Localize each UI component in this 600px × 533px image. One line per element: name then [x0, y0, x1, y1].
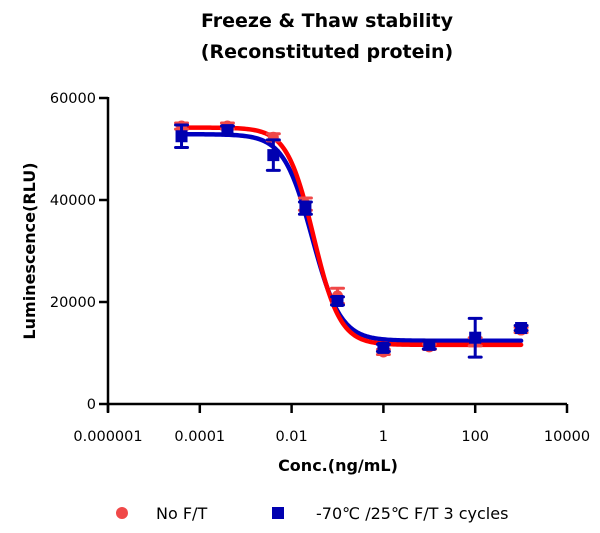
legend-label-no-ft: No F/T [156, 504, 207, 523]
y-tick-label: 40000 [50, 193, 96, 209]
data-point [221, 124, 234, 137]
x-axis-label: Conc.(ng/mL) [278, 456, 398, 475]
chart-title-line-2: (Reconstituted protein) [201, 41, 453, 63]
y-tick-label: 0 [87, 397, 96, 413]
x-tick-label: 0.000001 [73, 429, 142, 445]
data-point [469, 331, 482, 344]
y-tick-label: 60000 [50, 91, 96, 107]
data-point [377, 341, 390, 354]
legend-marker-ft-3-cycles [272, 507, 284, 519]
data-point [267, 149, 280, 162]
fit-curves [179, 125, 524, 348]
data-points [174, 120, 529, 359]
fit-curve-ft-3-cycles [179, 131, 524, 344]
fit-curve-no-ft [179, 125, 524, 348]
x-tick-label: 0.01 [275, 429, 307, 445]
data-point [331, 294, 344, 307]
data-point [299, 202, 312, 215]
y-tick-label: 20000 [50, 295, 96, 311]
x-tick-label: 0.0001 [174, 429, 225, 445]
data-point [515, 322, 528, 335]
chart-title-line-1: Freeze & Thaw stability [201, 10, 454, 32]
x-tick-label: 100 [461, 429, 489, 445]
x-tick-label: 10000 [544, 429, 590, 445]
y-axis-label: Luminescence(RLU) [20, 162, 39, 339]
data-point [175, 130, 188, 143]
data-point [423, 338, 436, 351]
x-tick-label: 1 [379, 429, 388, 445]
legend-label-ft-3-cycles: -70℃ /25℃ F/T 3 cycles [316, 504, 508, 523]
legend: No F/T -70℃ /25℃ F/T 3 cycles [116, 504, 508, 523]
legend-marker-no-ft [116, 507, 128, 519]
axes: 0.000001 0.0001 0.01 1 100 10000 0 20000 40000 60… [50, 91, 590, 445]
series-ft-3-cycles [174, 123, 529, 359]
